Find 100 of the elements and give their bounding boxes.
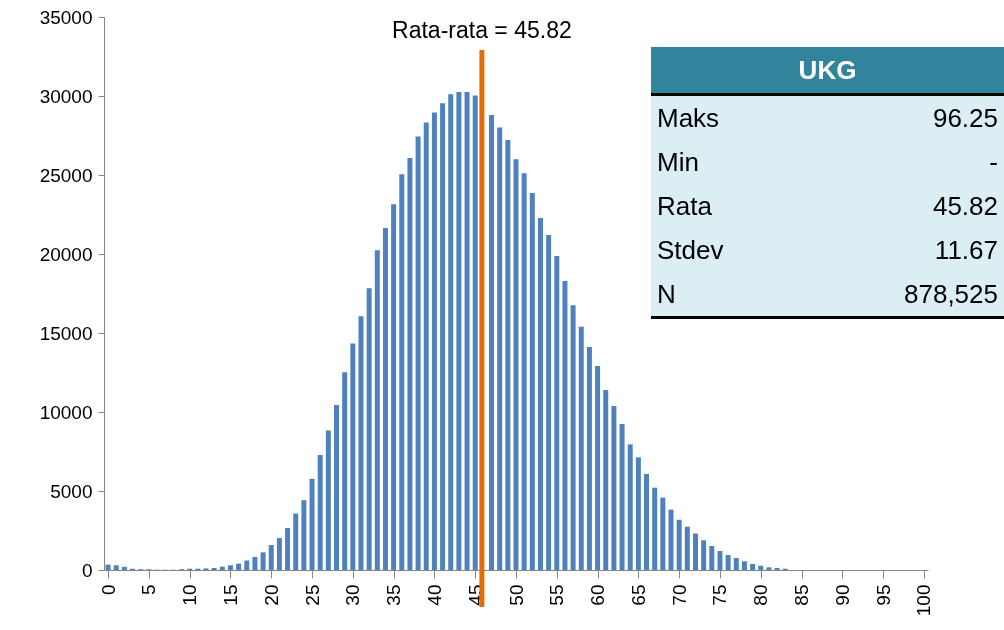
bar (440, 103, 446, 570)
x-tick-label: 40 (423, 584, 445, 606)
bar (366, 288, 372, 570)
text: 11.67 (934, 234, 998, 265)
x-tick-label: 30 (342, 584, 364, 606)
bar (741, 561, 747, 570)
category-label: Rata (651, 184, 802, 228)
bar (399, 174, 405, 570)
bar (456, 91, 462, 570)
y-tick-label: 10000 (39, 401, 93, 423)
bar (236, 563, 242, 570)
bar (709, 545, 715, 570)
bar (562, 281, 568, 570)
bar (374, 250, 380, 570)
bar (252, 556, 258, 570)
x-tick-label: 80 (750, 584, 772, 606)
bar (676, 519, 682, 570)
x-tick-label: 95 (872, 584, 894, 606)
bar (121, 566, 127, 570)
x-tick-label: 0 (97, 584, 119, 596)
bar (285, 527, 291, 570)
bar (464, 91, 470, 570)
bar (382, 227, 388, 570)
x-tick-label: 85 (791, 584, 813, 606)
bar (717, 551, 723, 570)
y-tick-label: 20000 (39, 243, 93, 265)
bar (301, 500, 307, 570)
bar (546, 234, 552, 570)
bar (635, 457, 641, 570)
bar (537, 217, 543, 570)
bar (325, 430, 331, 570)
bar (611, 406, 617, 570)
bar (309, 478, 315, 570)
bar (750, 564, 756, 570)
bar (334, 404, 340, 570)
x-tick-label: 55 (546, 584, 568, 606)
bar (211, 567, 217, 570)
text: 96.25 (932, 102, 998, 133)
bar (684, 526, 690, 570)
x-tick-label: 70 (668, 584, 690, 606)
bar (644, 473, 650, 570)
y-tick-label: 0 (81, 559, 93, 581)
bar (627, 444, 633, 570)
x-tick-label: 20 (260, 584, 282, 606)
x-tick-label: 10 (179, 584, 201, 606)
bar (227, 565, 233, 570)
bar (586, 346, 592, 570)
bar (774, 567, 780, 570)
text: 878,525 (904, 278, 998, 309)
bar (415, 136, 421, 570)
bar (113, 565, 119, 570)
x-tick-label: 35 (383, 584, 405, 606)
bar (513, 159, 519, 570)
bar (342, 372, 348, 570)
bar (766, 567, 772, 570)
bar (448, 94, 454, 570)
bar (660, 497, 666, 570)
x-tick-label: 25 (301, 584, 323, 606)
text: 45.82 (932, 190, 998, 221)
bar (472, 95, 478, 570)
bar (276, 538, 282, 570)
bar (317, 454, 323, 570)
y-tick-label: 25000 (39, 164, 93, 186)
text: UKG (651, 47, 1004, 95)
bar (733, 557, 739, 570)
bar (260, 552, 266, 570)
category-label: N (651, 272, 802, 318)
x-tick-label: 60 (587, 584, 609, 606)
x-tick-label: 75 (709, 584, 731, 606)
x-tick-label: 100 (913, 584, 935, 617)
y-tick-label: 15000 (39, 322, 93, 344)
bar (244, 560, 250, 570)
x-tick-label: 15 (219, 584, 241, 606)
bar (431, 112, 437, 570)
bar (293, 513, 299, 570)
x-tick-label: 65 (627, 584, 649, 606)
category-label: Min (651, 140, 802, 184)
bar (489, 114, 495, 570)
bar (725, 554, 731, 570)
bar (554, 255, 560, 570)
bar (407, 157, 413, 570)
bar (521, 173, 527, 570)
bar (497, 127, 503, 570)
bar (505, 139, 511, 570)
bar (358, 316, 364, 570)
bar (423, 122, 429, 570)
category-label: Maks (651, 94, 802, 140)
bar (350, 343, 356, 570)
x-tick-label: 5 (138, 584, 160, 596)
bar (105, 564, 111, 570)
y-tick-label: 5000 (50, 480, 93, 502)
bar (529, 193, 535, 570)
bar (603, 390, 609, 570)
x-tick-label: 90 (831, 584, 853, 606)
bar (652, 487, 658, 570)
bar (578, 326, 584, 570)
bar (391, 204, 397, 570)
bar (692, 533, 698, 570)
bar (701, 540, 707, 570)
x-tick-label: 50 (505, 584, 527, 606)
